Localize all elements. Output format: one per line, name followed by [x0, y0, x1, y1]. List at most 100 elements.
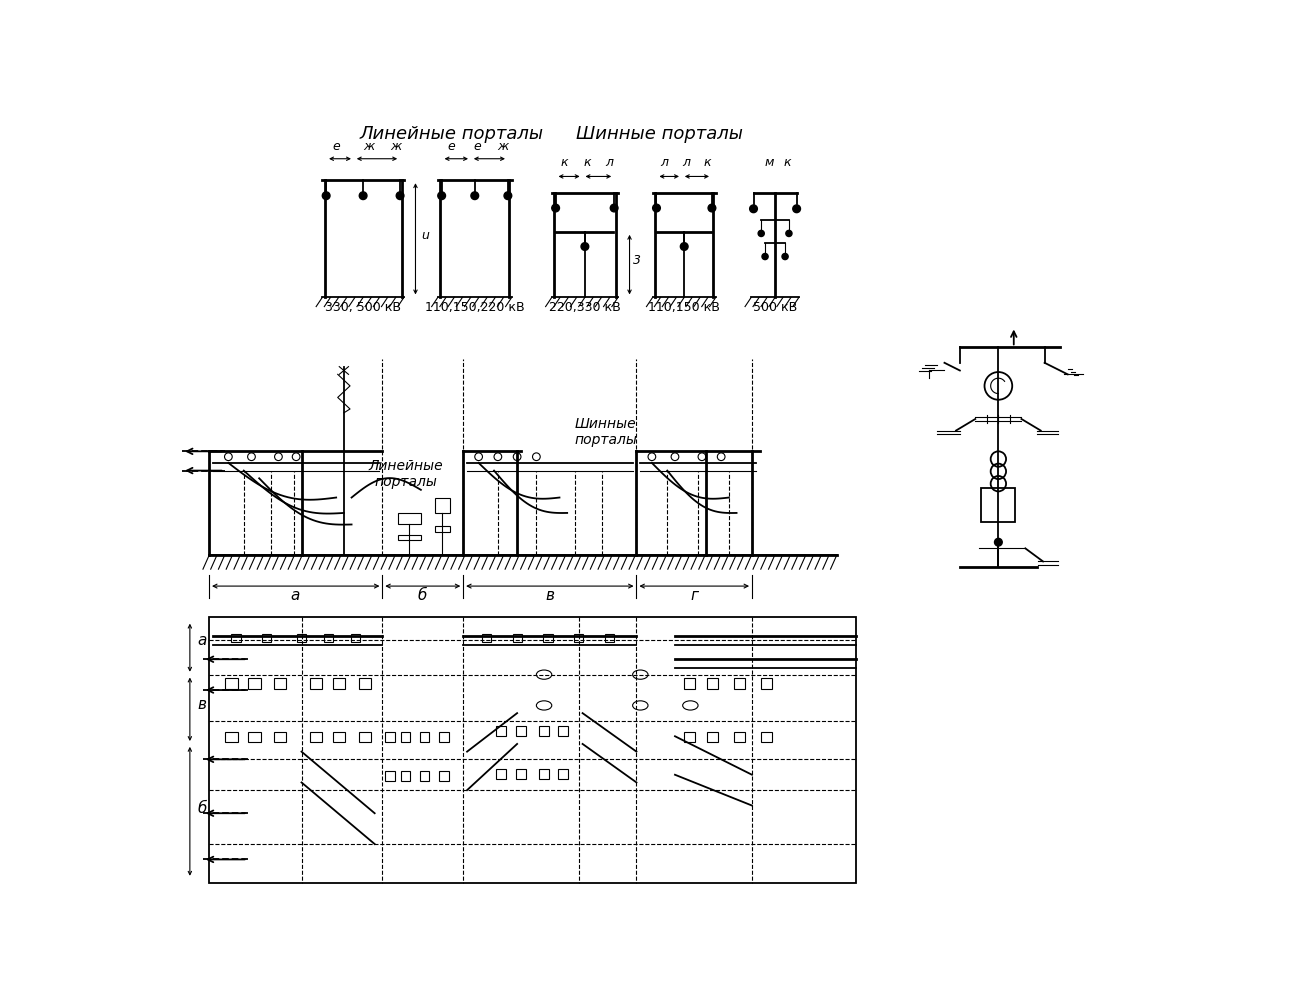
Bar [297, 634, 306, 641]
Text: 220,330 кВ: 220,330 кВ [549, 302, 621, 315]
Text: 330, 500 кВ: 330, 500 кВ [326, 302, 402, 315]
Bar [604, 634, 615, 641]
Text: м: м [764, 156, 773, 169]
Bar [439, 732, 449, 742]
Bar [684, 678, 695, 688]
Circle shape [793, 205, 800, 212]
Bar [515, 726, 526, 736]
Text: е: е [447, 139, 455, 152]
Circle shape [786, 230, 793, 236]
Circle shape [749, 205, 757, 212]
Bar [334, 678, 345, 688]
Bar [262, 634, 272, 641]
Text: к: к [560, 156, 568, 169]
Bar [386, 732, 395, 742]
Text: 110,150 кВ: 110,150 кВ [649, 302, 721, 315]
Text: Шинные порталы: Шинные порталы [576, 125, 743, 143]
Circle shape [782, 254, 789, 260]
Bar [400, 732, 411, 742]
Bar [420, 771, 429, 781]
Bar [358, 732, 371, 742]
Bar [386, 771, 395, 781]
Bar [734, 678, 746, 688]
Text: 500 кВ: 500 кВ [753, 302, 797, 315]
Text: ж: ж [497, 139, 509, 152]
Circle shape [552, 204, 560, 211]
Text: г: г [691, 588, 698, 603]
Bar [496, 726, 506, 736]
Bar [574, 634, 583, 641]
Bar [684, 732, 695, 742]
Text: 110,150,220 кВ: 110,150,220 кВ [425, 302, 525, 315]
Bar [334, 732, 345, 742]
Bar [420, 732, 429, 742]
Bar [515, 769, 526, 779]
Text: ж: ж [364, 139, 375, 152]
Text: в: в [545, 588, 555, 603]
Circle shape [396, 191, 404, 199]
Text: л: л [661, 156, 668, 169]
Bar [559, 769, 568, 779]
Text: Линейные порталы: Линейные порталы [360, 125, 544, 143]
Bar [398, 535, 421, 540]
Text: б: б [198, 802, 207, 817]
Text: к: к [583, 156, 591, 169]
Bar [708, 678, 718, 688]
Circle shape [581, 242, 589, 250]
Circle shape [471, 191, 479, 199]
Text: а: а [290, 588, 300, 603]
Bar [398, 513, 421, 524]
Bar [734, 732, 746, 742]
Circle shape [708, 204, 715, 211]
Circle shape [504, 191, 511, 199]
Text: Шинные
порталы: Шинные порталы [574, 417, 637, 447]
Circle shape [653, 204, 661, 211]
Bar [981, 488, 1015, 522]
Text: к: к [704, 156, 712, 169]
Bar [273, 678, 286, 688]
Bar [496, 769, 506, 779]
Text: е: е [473, 139, 481, 152]
Circle shape [611, 204, 617, 211]
Bar [249, 678, 260, 688]
Bar [351, 634, 360, 641]
Text: е: е [332, 139, 340, 152]
Bar [434, 526, 450, 532]
Bar [232, 634, 241, 641]
Bar [249, 732, 260, 742]
Bar [559, 726, 568, 736]
Circle shape [763, 254, 768, 260]
Circle shape [322, 191, 330, 199]
Text: 3: 3 [633, 255, 641, 268]
Bar [539, 726, 548, 736]
Bar [513, 634, 522, 641]
Bar [209, 617, 855, 883]
Text: б: б [417, 588, 428, 603]
Bar [481, 634, 490, 641]
Bar [439, 771, 449, 781]
Circle shape [360, 191, 368, 199]
Bar [708, 732, 718, 742]
Bar [324, 634, 334, 641]
Text: u: u [421, 228, 429, 241]
Bar [310, 678, 322, 688]
Bar [543, 634, 552, 641]
Text: л: л [606, 156, 613, 169]
Bar [225, 732, 238, 742]
Bar [273, 732, 286, 742]
Bar [539, 769, 548, 779]
Text: а: а [198, 633, 207, 648]
Bar [434, 498, 450, 513]
Circle shape [759, 230, 764, 236]
Circle shape [994, 538, 1002, 546]
Text: в: в [198, 697, 207, 712]
Circle shape [438, 191, 446, 199]
Bar [400, 771, 411, 781]
Bar [761, 732, 772, 742]
Text: л: л [683, 156, 691, 169]
Bar [358, 678, 371, 688]
Text: ж: ж [390, 139, 402, 152]
Bar [225, 678, 238, 688]
Text: Линейные
порталы: Линейные порталы [368, 459, 443, 489]
Bar [310, 732, 322, 742]
